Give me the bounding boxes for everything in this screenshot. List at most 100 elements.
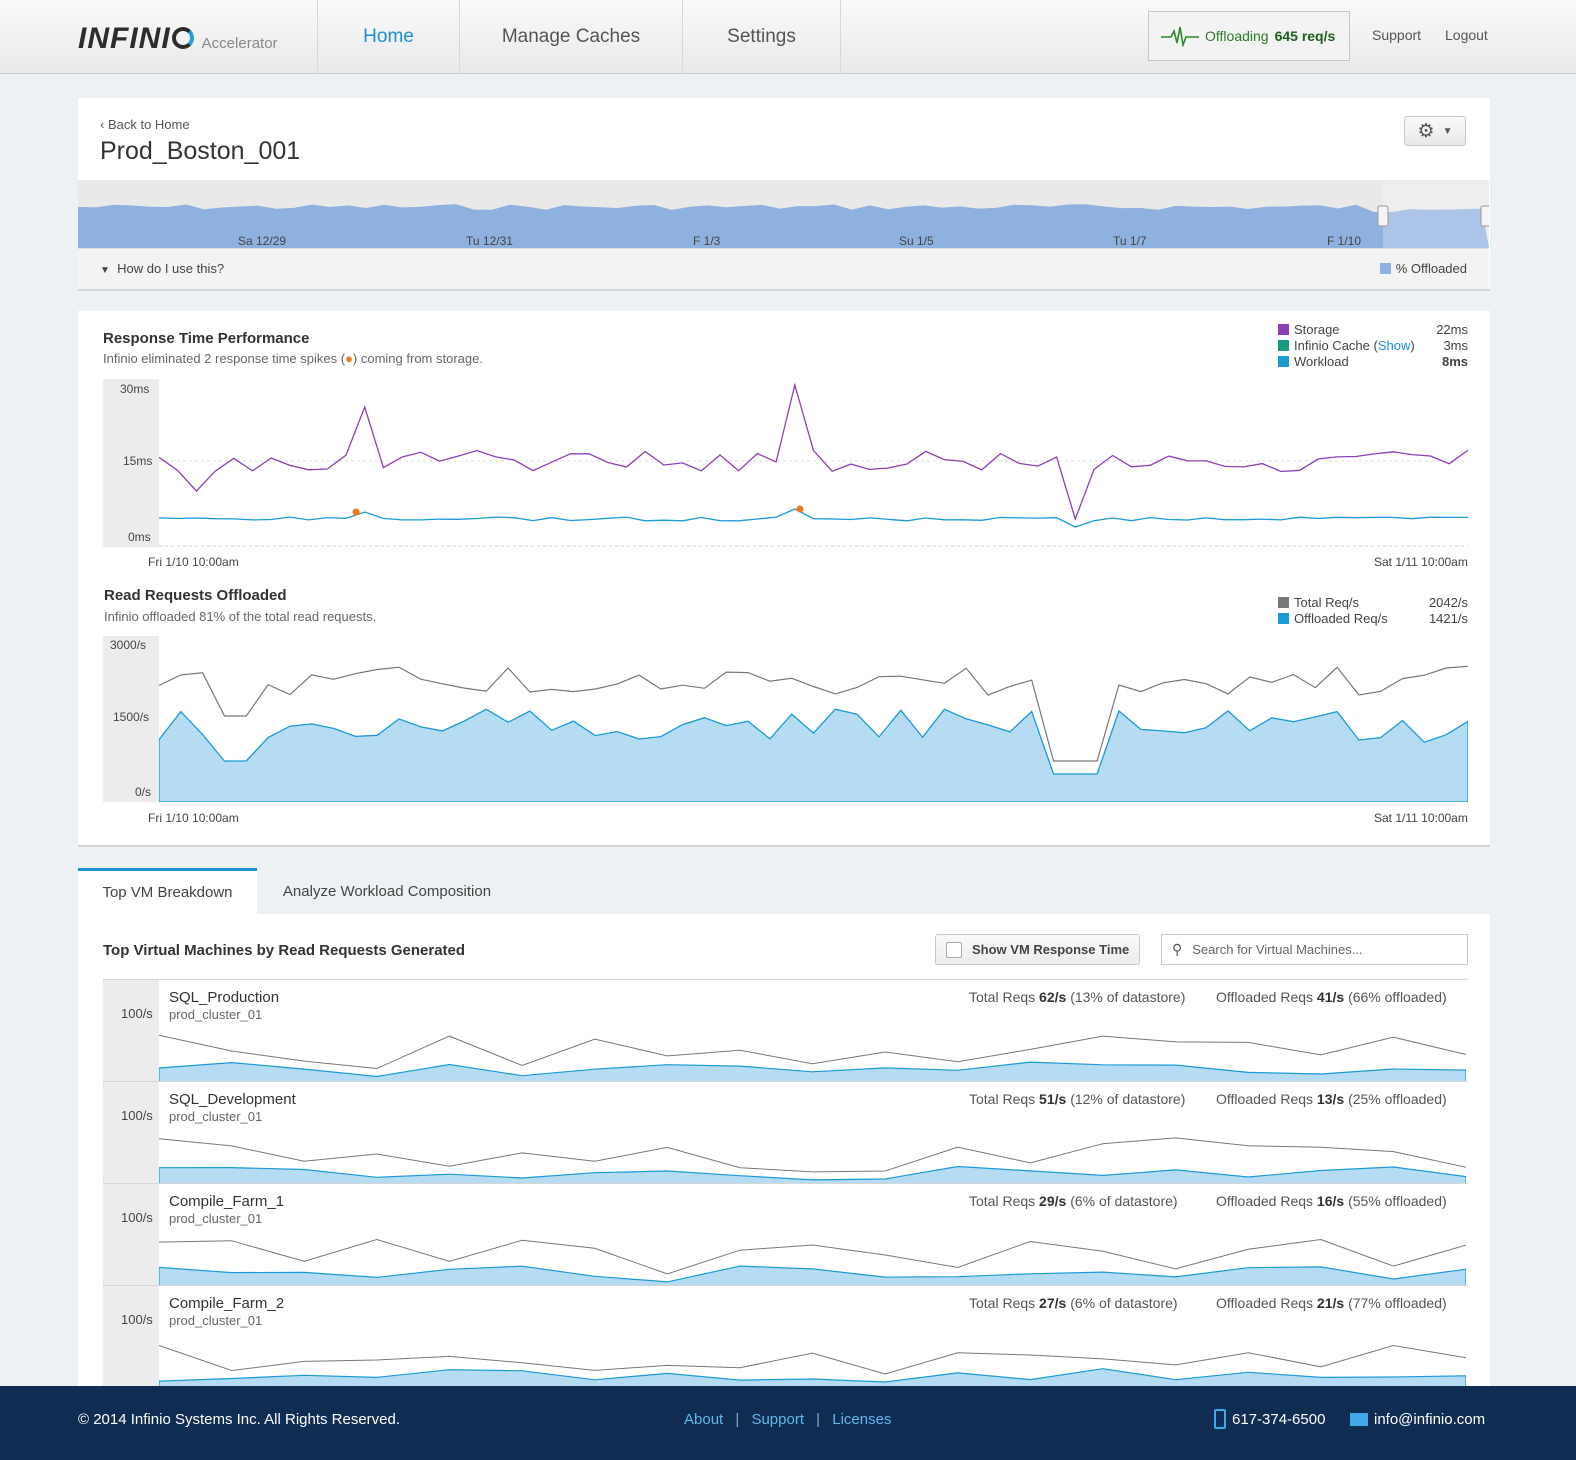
vm-y-tick: 100/s: [121, 1312, 153, 1327]
howto-label: How do I use this?: [117, 261, 225, 276]
phone-number: 617-374-6500: [1232, 1410, 1326, 1428]
legend-storage-value: 22ms: [1436, 322, 1468, 337]
y-tick: 15ms: [123, 454, 153, 468]
settings-dropdown-button[interactable]: ⚙ ▼: [1404, 116, 1466, 146]
nav-settings[interactable]: Settings: [682, 0, 841, 74]
legend-swatch: [1379, 263, 1391, 274]
vm-total-line: [159, 1238, 1466, 1275]
tab-top-vm-breakdown[interactable]: Top VM Breakdown: [78, 868, 257, 914]
requests-chart-subtitle: Infinio offloaded 81% of the total read …: [104, 609, 377, 624]
search-placeholder: Search for Virtual Machines...: [1192, 942, 1363, 957]
legend-workload-label: Workload: [1294, 354, 1349, 369]
offloading-indicator[interactable]: Offloading 645 req/s: [1148, 11, 1350, 61]
vm-offloaded-area: [159, 1061, 1466, 1082]
howto-bar: ▼ How do I use this? % Offloaded: [78, 248, 1489, 289]
stat-prefix: Total Reqs: [969, 989, 1036, 1005]
search-icon: ⚲: [1172, 941, 1183, 957]
infinio-logo[interactable]: INFINI Accelerator: [78, 22, 278, 56]
checkbox[interactable]: [946, 941, 962, 958]
timeline-tick: Sa 12/29: [238, 234, 287, 248]
offloading-label: Offloading: [1205, 28, 1269, 44]
email-contact[interactable]: info@infinio.com: [1350, 1411, 1485, 1428]
vm-name[interactable]: SQL_Production: [169, 989, 280, 1006]
vm-name[interactable]: Compile_Farm_1: [169, 1193, 285, 1210]
vm-row[interactable]: 100/s Compile_Farm_1 prod_cluster_01 Total …: [103, 1183, 1468, 1286]
vm-search-input[interactable]: ⚲ Search for Virtual Machines...: [1161, 934, 1468, 965]
timeline-left-handle[interactable]: [1377, 205, 1389, 227]
timeline-tick: Tu 1/7: [1113, 234, 1147, 248]
x-start-label: Fri 1/10 10:00am: [148, 811, 239, 825]
legend-label: % Offloaded: [1395, 261, 1467, 276]
timeline-tick: Su 1/5: [899, 234, 934, 248]
timeline-range-selector[interactable]: Sa 12/29 Tu 12/31 F 1/3 Su 1/5 Tu 1/7 F …: [78, 180, 1489, 248]
stat-pct: (55% offloaded): [1348, 1193, 1447, 1209]
timeline-selected-range: [1383, 180, 1489, 248]
timeline-legend: % Offloaded: [1379, 261, 1467, 276]
gear-icon: ⚙: [1417, 120, 1435, 142]
vm-name[interactable]: SQL_Development: [169, 1091, 296, 1108]
about-link[interactable]: About: [684, 1411, 724, 1428]
pulse-icon: [1161, 26, 1199, 47]
logo-o-icon: [171, 27, 194, 49]
spike-marker[interactable]: [352, 508, 360, 516]
support-link[interactable]: Support: [1372, 27, 1422, 43]
back-to-home-link[interactable]: ‹ Back to Home: [100, 117, 190, 132]
vm-row[interactable]: 100/s SQL_Production prod_cluster_01 Total …: [103, 979, 1468, 1082]
spike-marker[interactable]: [796, 505, 804, 513]
nav-home[interactable]: Home: [317, 0, 459, 74]
vm-sparkline: [159, 1238, 1466, 1286]
tab-analyze-workload[interactable]: Analyze Workload Composition: [282, 882, 492, 900]
response-chart-title: Response Time Performance: [103, 330, 310, 347]
stat-prefix: Total Reqs: [969, 1091, 1036, 1107]
stat-prefix: Offloaded Reqs: [1216, 1091, 1314, 1107]
read-requests-chart[interactable]: [159, 636, 1468, 802]
vm-y-tick: 100/s: [121, 1210, 153, 1225]
licenses-link[interactable]: Licenses: [832, 1411, 892, 1428]
vm-name[interactable]: Compile_Farm_2: [169, 1295, 285, 1312]
performance-card: Response Time Performance Infinio elimin…: [78, 311, 1490, 847]
vm-sparkline: [159, 1034, 1466, 1082]
y-tick: 0ms: [128, 530, 151, 544]
vm-total-reqs: Total Reqs 29/s (6% of datastore): [969, 1193, 1178, 1209]
vm-axis-gutter: [103, 980, 159, 1081]
separator: |: [735, 1411, 740, 1428]
vm-row[interactable]: 100/s Compile_Farm_2 prod_cluster_01 Total …: [103, 1285, 1468, 1388]
caret-down-icon: ▼: [100, 265, 110, 276]
vm-cluster: prod_cluster_01: [169, 1109, 263, 1124]
vm-total-reqs: Total Reqs 27/s (6% of datastore): [969, 1295, 1178, 1311]
stat-prefix: Offloaded Reqs: [1216, 989, 1314, 1005]
stat-value: 13/s: [1316, 1091, 1345, 1107]
cache-header-card: ‹ Back to Home Prod_Boston_001 ⚙ ▼ Sa 12…: [78, 98, 1490, 291]
phone-icon: [1214, 1409, 1226, 1429]
vm-axis-gutter: [103, 1184, 159, 1285]
x-start-label: Fri 1/10 10:00am: [148, 555, 239, 569]
logout-link[interactable]: Logout: [1445, 27, 1488, 43]
show-vm-response-time-toggle[interactable]: Show VM Response Time: [935, 934, 1140, 965]
y-tick: 0/s: [135, 785, 152, 799]
vm-row[interactable]: 100/s SQL_Development prod_cluster_01 Total…: [103, 1081, 1468, 1184]
main-nav: Home Manage Caches Settings: [317, 0, 841, 74]
stat-prefix: Offloaded Reqs: [1216, 1295, 1314, 1311]
show-cache-link[interactable]: Show: [1377, 338, 1411, 353]
legend-storage-label: Storage: [1294, 322, 1340, 337]
copyright: © 2014 Infinio Systems Inc. All Rights R…: [78, 1411, 401, 1428]
stat-prefix: Total Reqs: [969, 1295, 1036, 1311]
timeline-right-handle[interactable]: [1480, 205, 1489, 227]
vm-offloaded-area: [159, 1165, 1466, 1184]
response-time-chart[interactable]: [159, 379, 1468, 547]
nav-manage-caches[interactable]: Manage Caches: [459, 0, 682, 74]
requests-legend: Total Req/s 2042/s Offloaded Req/s 1421/s: [1278, 595, 1468, 627]
stat-value: 51/s: [1039, 1091, 1067, 1107]
howto-toggle[interactable]: ▼ How do I use this?: [100, 261, 224, 276]
vm-offloaded-reqs: Offloaded Reqs 21/s (77% offloaded): [1216, 1295, 1447, 1311]
stat-pct: (6% of datastore): [1070, 1193, 1178, 1209]
vm-breakdown-panel: [78, 914, 1490, 1386]
footer-support-link[interactable]: Support: [751, 1411, 804, 1428]
legend-cache-label: Infinio Cache (: [1294, 338, 1378, 353]
timeline-tick: Tu 12/31: [466, 234, 513, 248]
vm-offloaded-area: [159, 1368, 1466, 1388]
legend-total-label: Total Req/s: [1294, 595, 1360, 610]
cache-swatch: [1278, 340, 1289, 351]
vm-cluster: prod_cluster_01: [169, 1313, 263, 1328]
stat-pct: (6% of datastore): [1070, 1295, 1178, 1311]
